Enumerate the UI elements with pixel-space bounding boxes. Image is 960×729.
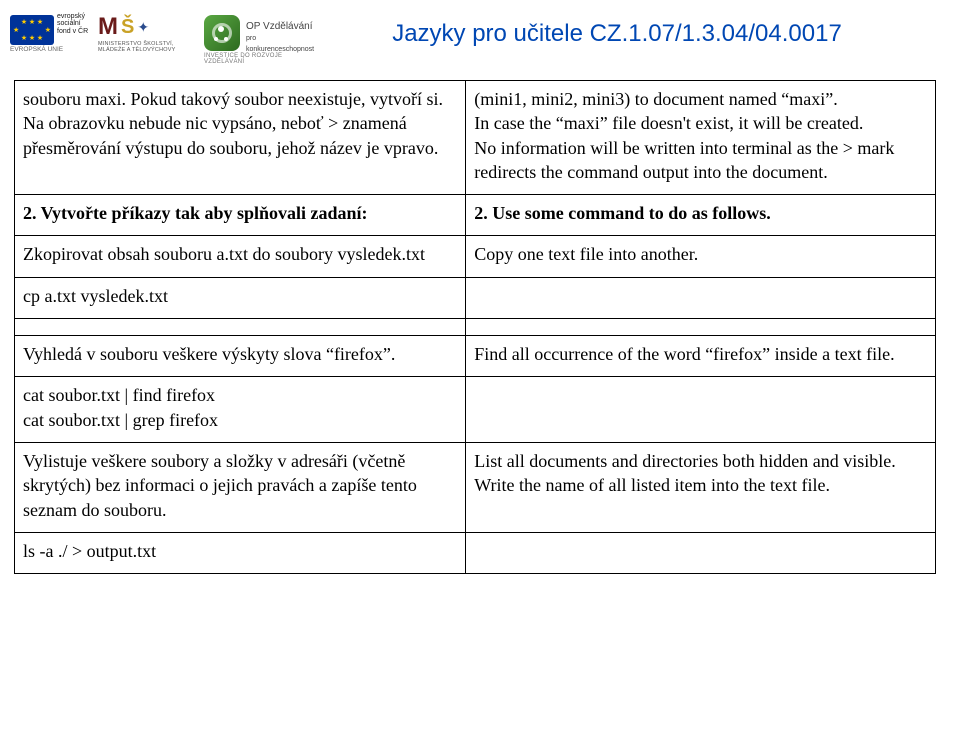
table-row: cp a.txt vysledek.txt — [15, 277, 936, 318]
cell-left — [15, 319, 466, 336]
cell-left: cp a.txt vysledek.txt — [15, 277, 466, 318]
cell-left: cat soubor.txt | find firefoxcat soubor.… — [15, 377, 466, 443]
cell-text: Zkopirovat obsah souboru a.txt do soubor… — [23, 242, 457, 266]
cell-text: Vyhledá v souboru veškere výskyty slova … — [23, 342, 457, 366]
msmt-star-icon: ✦ — [137, 19, 149, 36]
cell-right — [466, 377, 936, 443]
table-row: Vylistuje veškere soubory a složky v adr… — [15, 442, 936, 532]
msmt-s-icon: Š — [121, 17, 134, 37]
bilingual-table: souboru maxi. Pokud takový soubor neexis… — [14, 80, 936, 574]
content-area: souboru maxi. Pokud takový soubor neexis… — [0, 70, 960, 594]
msmt-logo-subtext: MINISTERSTVO ŠKOLSTVÍ,MLÁDEŽE A TĚLOVÝCH… — [98, 41, 175, 53]
opvk-square-icon — [204, 15, 240, 51]
opvk-main: OP Vzdělávání — [246, 21, 313, 32]
opvk-logo: OP Vzdělávání pro konkurenceschopnost IN… — [204, 11, 314, 63]
cell-left: Vyhledá v souboru veškere výskyty slova … — [15, 336, 466, 377]
table-row: Vyhledá v souboru veškere výskyty slova … — [15, 336, 936, 377]
esf-logo: ★★ evropskýsociálnífond v ČR EVROPSKÁ UN… — [10, 11, 92, 63]
cell-text-bold: 2. Use some command to do as follows. — [474, 201, 927, 225]
cell-left: souboru maxi. Pokud takový soubor neexis… — [15, 81, 466, 195]
page-header: ★★ evropskýsociálnífond v ČR EVROPSKÁ UN… — [0, 0, 960, 70]
cell-right: Find all occurrence of the word “firefox… — [466, 336, 936, 377]
cell-text: cp a.txt vysledek.txt — [23, 284, 457, 308]
opvk-sub1: pro konkurenceschopnost — [246, 35, 314, 53]
cell-text: Copy one text file into another. — [474, 242, 927, 266]
table-row: cat soubor.txt | find firefoxcat soubor.… — [15, 377, 936, 443]
table-row: Zkopirovat obsah souboru a.txt do soubor… — [15, 236, 936, 277]
cell-text: Find all occurrence of the word “firefox… — [474, 342, 927, 366]
cell-right: Copy one text file into another. — [466, 236, 936, 277]
cell-left: Zkopirovat obsah souboru a.txt do soubor… — [15, 236, 466, 277]
cell-right: List all documents and directories both … — [466, 442, 936, 532]
page-title: Jazyky pro učitele CZ.1.07/1.3.04/04.001… — [314, 20, 950, 48]
table-row: ls -a ./ > output.txt — [15, 532, 936, 573]
msmt-logo: M Š ✦ MINISTERSTVO ŠKOLSTVÍ,MLÁDEŽE A TĚ… — [98, 11, 198, 63]
msmt-m-icon: M — [98, 15, 118, 39]
cell-text: Vylistuje veškere soubory a složky v adr… — [23, 449, 457, 522]
cell-text: List all documents and directories both … — [474, 449, 927, 498]
table-row — [15, 319, 936, 336]
logo-bar: ★★ evropskýsociálnífond v ČR EVROPSKÁ UN… — [10, 11, 314, 63]
eu-flag-icon: ★★ — [10, 15, 54, 45]
cell-right — [466, 319, 936, 336]
cell-text-bold: 2. Vytvořte příkazy tak aby splňovali za… — [23, 201, 457, 225]
cell-text: cat soubor.txt | find firefoxcat soubor.… — [23, 383, 457, 432]
cell-text: (mini1, mini2, mini3) to document named … — [474, 87, 927, 184]
cell-left: 2. Vytvořte příkazy tak aby splňovali za… — [15, 195, 466, 236]
table-row: 2. Vytvořte příkazy tak aby splňovali za… — [15, 195, 936, 236]
esf-logo-text: evropskýsociálnífond v ČR — [57, 13, 88, 35]
cell-text: ls -a ./ > output.txt — [23, 539, 457, 563]
cell-text: souboru maxi. Pokud takový soubor neexis… — [23, 87, 457, 160]
cell-right — [466, 277, 936, 318]
opvk-logo-text: OP Vzdělávání pro konkurenceschopnost — [246, 21, 314, 54]
cell-right — [466, 532, 936, 573]
cell-left: Vylistuje veškere soubory a složky v adr… — [15, 442, 466, 532]
cell-left: ls -a ./ > output.txt — [15, 532, 466, 573]
cell-right: 2. Use some command to do as follows. — [466, 195, 936, 236]
table-row: souboru maxi. Pokud takový soubor neexis… — [15, 81, 936, 195]
esf-logo-subtext: EVROPSKÁ UNIE — [10, 47, 63, 54]
opvk-logo-subtext: INVESTICE DO ROZVOJE VZDĚLÁVÁNÍ — [204, 53, 314, 65]
cell-right: (mini1, mini2, mini3) to document named … — [466, 81, 936, 195]
